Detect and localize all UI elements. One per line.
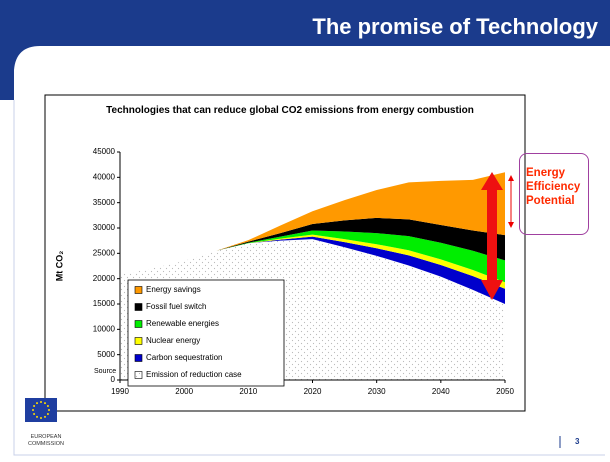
area: [120, 236, 505, 304]
star: [36, 415, 38, 418]
plot: 0 5000 10000 15000 20000 25000 30000 35000 40000…: [54, 147, 514, 396]
star: [40, 417, 42, 419]
legend-label: Renewable energies: [146, 319, 219, 328]
y-tick-label: 30000: [93, 223, 116, 232]
star: [33, 413, 36, 415]
area: [120, 217, 505, 275]
slide-border: [13, 100, 605, 456]
star: [36, 402, 38, 405]
organization: EUROPEAN COMMISSION: [27, 434, 65, 447]
y-tick-label: 15000: [93, 299, 116, 308]
x-tick-label: 2010: [239, 387, 257, 396]
y-tick-label: 10000: [93, 324, 116, 333]
x-tick-label: 2040: [432, 387, 450, 396]
legend-swatch: [134, 286, 143, 294]
area: [120, 172, 505, 275]
legend-label: Carbon sequestration: [146, 353, 223, 362]
legend-swatch: [134, 354, 143, 362]
header-band: [0, 0, 610, 100]
star: [48, 409, 50, 411]
eu-stars: [32, 401, 50, 419]
y-tick-label: 45000: [93, 147, 116, 156]
y-tick-label: 20000: [93, 274, 116, 283]
legend: Energy savings Fossil fuel switch Renewabl…: [127, 279, 285, 387]
legend-label: Fossil fuel switch: [146, 302, 206, 311]
y-tick-label: 35000: [93, 198, 116, 207]
star: [44, 402, 46, 405]
legend-swatch: [134, 303, 143, 311]
annotation: Energy Efficiency Potential: [519, 153, 589, 235]
x-tick-label: 2030: [368, 387, 386, 396]
legend-label: Nuclear energy: [146, 336, 200, 345]
y-axis-label: Mt CO₂: [54, 251, 64, 282]
x-tick-label: 2050: [496, 387, 514, 396]
chart-title: Technologies that can reduce global CO2 …: [106, 105, 474, 116]
legend-label: Emission of reduction case: [146, 370, 242, 379]
legend-swatch: [134, 371, 143, 379]
y-tick-label: 40000: [93, 172, 116, 181]
big-arrow: [481, 172, 503, 300]
slide-title: The promise of Technology: [312, 14, 598, 39]
y-tick-label: 25000: [93, 248, 116, 257]
x-tick-label: 2020: [304, 387, 322, 396]
legend-swatch: [134, 320, 143, 328]
legend-label: Energy savings: [146, 285, 201, 294]
area: [120, 230, 505, 283]
y-tick-label: 5000: [97, 350, 115, 359]
star: [46, 405, 49, 407]
star: [44, 415, 46, 418]
x-tick-label: 2000: [175, 387, 193, 396]
star: [32, 409, 34, 411]
page-number: 3: [575, 437, 580, 446]
x-tick-label: 1990: [111, 387, 129, 396]
source: Source: [94, 368, 116, 375]
y-tick-label: 0: [111, 375, 116, 384]
legend-swatch: [134, 337, 143, 345]
star: [33, 405, 36, 407]
legend-box: [127, 279, 285, 387]
star: [46, 413, 49, 415]
star: [40, 401, 42, 403]
